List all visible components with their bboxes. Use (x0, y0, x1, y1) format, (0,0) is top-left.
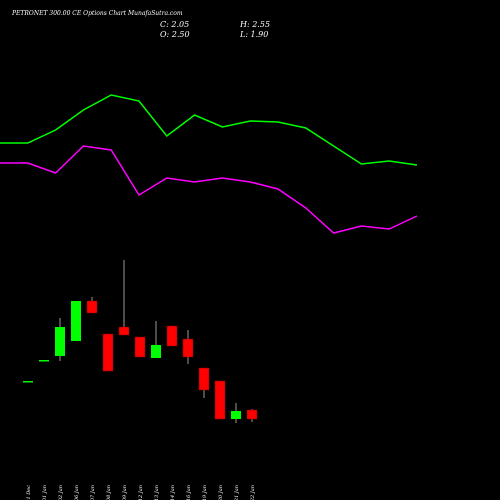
x-tick-label: 12 Jan (138, 485, 144, 500)
x-tick-label: 08 Jan (106, 485, 112, 500)
x-tick-label: 09 Jan (122, 485, 128, 500)
candle-body (134, 336, 146, 358)
candle-body (86, 300, 98, 314)
candle-body (23, 381, 33, 383)
x-tick-label: 14 Jan (170, 485, 176, 500)
candle-body (118, 326, 130, 336)
ohlc-high: H: 2.55 (239, 20, 270, 29)
chart-title: PETRONET 300.00 CE Options Chart MunafaS… (11, 10, 183, 17)
x-tick-label: 13 Jan (154, 485, 160, 500)
x-tick-label: 07 Jan (90, 485, 96, 500)
x-tick-label: 01 Jan (42, 485, 48, 500)
candle-body (182, 338, 194, 358)
x-tick-label: 20 Jan (218, 485, 224, 500)
candle-body (198, 367, 210, 391)
candle-body (231, 411, 241, 419)
x-tick-label: 21 Jan (234, 485, 240, 500)
series-line (0, 145, 418, 234)
candle-body (71, 301, 81, 341)
x-tick-label: 31 Dec (26, 485, 32, 500)
x-tick-label: 22 Jan (250, 485, 256, 500)
candle-body (151, 345, 161, 358)
ohlc-close: C: 2.05 (160, 20, 189, 29)
candle-body (214, 380, 226, 420)
series-line (0, 94, 418, 166)
candle-body (246, 409, 258, 420)
ohlc-open: O: 2.50 (160, 30, 190, 39)
candle-body (39, 360, 49, 362)
ohlc-low: L: 1.90 (239, 30, 268, 39)
x-tick-label: 16 Jan (186, 485, 192, 500)
candle-body (166, 325, 178, 347)
candle-body (55, 327, 65, 356)
x-tick-label: 06 Jan (74, 485, 80, 500)
candle-body (102, 333, 114, 372)
x-tick-label: 02 Jan (58, 485, 64, 500)
x-tick-label: 19 Jan (202, 485, 208, 500)
